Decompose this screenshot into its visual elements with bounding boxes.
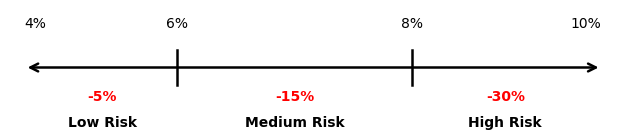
Text: -5%: -5%	[87, 90, 117, 104]
Text: 10%: 10%	[570, 17, 601, 31]
Text: High Risk: High Risk	[469, 116, 542, 130]
Text: -30%: -30%	[486, 90, 525, 104]
Text: Low Risk: Low Risk	[68, 116, 137, 130]
Text: 8%: 8%	[401, 17, 423, 31]
Text: 4%: 4%	[25, 17, 46, 31]
Text: 6%: 6%	[166, 17, 188, 31]
Text: -15%: -15%	[275, 90, 314, 104]
Text: Medium Risk: Medium Risk	[245, 116, 344, 130]
